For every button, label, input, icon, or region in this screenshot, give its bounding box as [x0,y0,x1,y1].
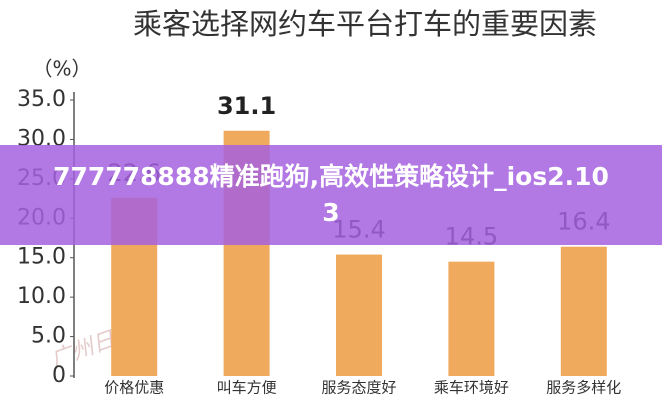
y-tick-label: 10.0 [17,284,66,309]
overlay-banner: 777778888精准跑狗,高效性策略设计_ios2.103 [0,145,662,245]
chart-title: 乘客选择网约车平台打车的重要因素 [133,7,597,41]
x-tick-label: 价格优惠 [104,379,164,397]
y-tick-label: 0 [52,363,66,388]
bar [448,261,495,376]
y-axis-label: （%） [32,57,91,81]
x-tick-label: 服务多样化 [546,379,621,397]
value-label: 31.1 [217,92,276,120]
x-tick-label: 服务态度好 [321,379,396,397]
y-tick-label: 5.0 [31,324,66,349]
bar [336,254,382,376]
bar [560,246,607,376]
y-tick-label: 15.0 [17,245,66,270]
banner-text: 777778888精准跑狗,高效性策略设计_ios2.103 [53,162,609,227]
y-tick-label: 35.0 [17,87,66,112]
x-tick-label: 叫车方便 [217,379,277,397]
x-tick-label: 乘车环境好 [434,379,509,397]
